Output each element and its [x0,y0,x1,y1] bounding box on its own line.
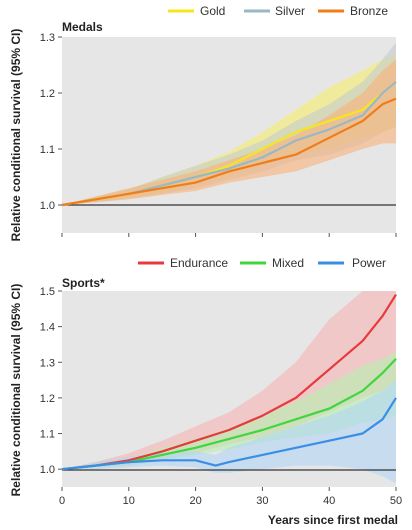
sports-x-tick-label: 20 [189,495,201,507]
medals-panel: Medals 1.0 1.1 1.2 1.3 Relative conditional… [9,4,397,242]
sports-legend: Endurance Mixed Power [138,256,386,270]
legend-mixed-label: Mixed [272,256,304,270]
sports-series-lines [61,294,397,471]
medals-x-ticks [61,233,397,237]
sports-x-tick-label: 30 [256,495,268,507]
medals-y-tick-label: 1.1 [40,144,55,156]
sports-panel-title: Sports* [62,276,105,290]
power-series-line [61,397,397,471]
legend-bronze-label: Bronze [350,4,388,18]
sports-x-tick-label: 40 [323,495,335,507]
mixed-ci-band [62,351,396,470]
sports-y-axis-label: Relative conditional survival (95% CI) [9,284,23,497]
legend-endurance-label: Endurance [170,256,228,270]
sports-x-tick-label: 10 [123,495,135,507]
bronze-series-line [61,97,397,207]
sports-y-tick-label: 1.4 [40,322,55,334]
sports-y-tick-label: 1.5 [40,286,55,298]
legend-silver-label: Silver [275,4,305,18]
sports-x-ticks: 0 10 20 30 40 50 [59,487,402,507]
sports-y-tick-label: 1.0 [40,464,55,476]
sports-y-tick-label: 1.1 [40,429,55,441]
legend-power-label: Power [352,256,386,270]
medals-y-axis: 1.0 1.1 1.2 1.3 [40,32,62,212]
bronze-ci-band [62,59,396,206]
medals-series-lines [61,80,397,207]
legend-gold-label: Gold [200,4,225,18]
sports-panel: Sports* 1.0 1.1 1.2 1.3 1.4 1.5 0 10 20 30 40 50 R… [9,256,402,527]
endurance-series-line [61,294,397,471]
sports-x-tick-label: 50 [390,495,402,507]
medals-y-tick-label: 1.0 [40,200,55,212]
medals-y-tick-label: 1.3 [40,32,55,44]
x-axis-label: Years since first medal [268,513,398,527]
medals-legend: Gold Silver Bronze [168,4,388,18]
sports-x-tick-label: 0 [59,495,65,507]
sports-y-axis: 1.0 1.1 1.2 1.3 1.4 1.5 [40,286,62,476]
medals-y-axis-label: Relative conditional survival (95% CI) [9,29,23,242]
medals-y-tick-label: 1.2 [40,88,55,100]
medals-panel-title: Medals [62,20,103,34]
sports-y-tick-label: 1.2 [40,393,55,405]
sports-y-tick-label: 1.3 [40,357,55,369]
